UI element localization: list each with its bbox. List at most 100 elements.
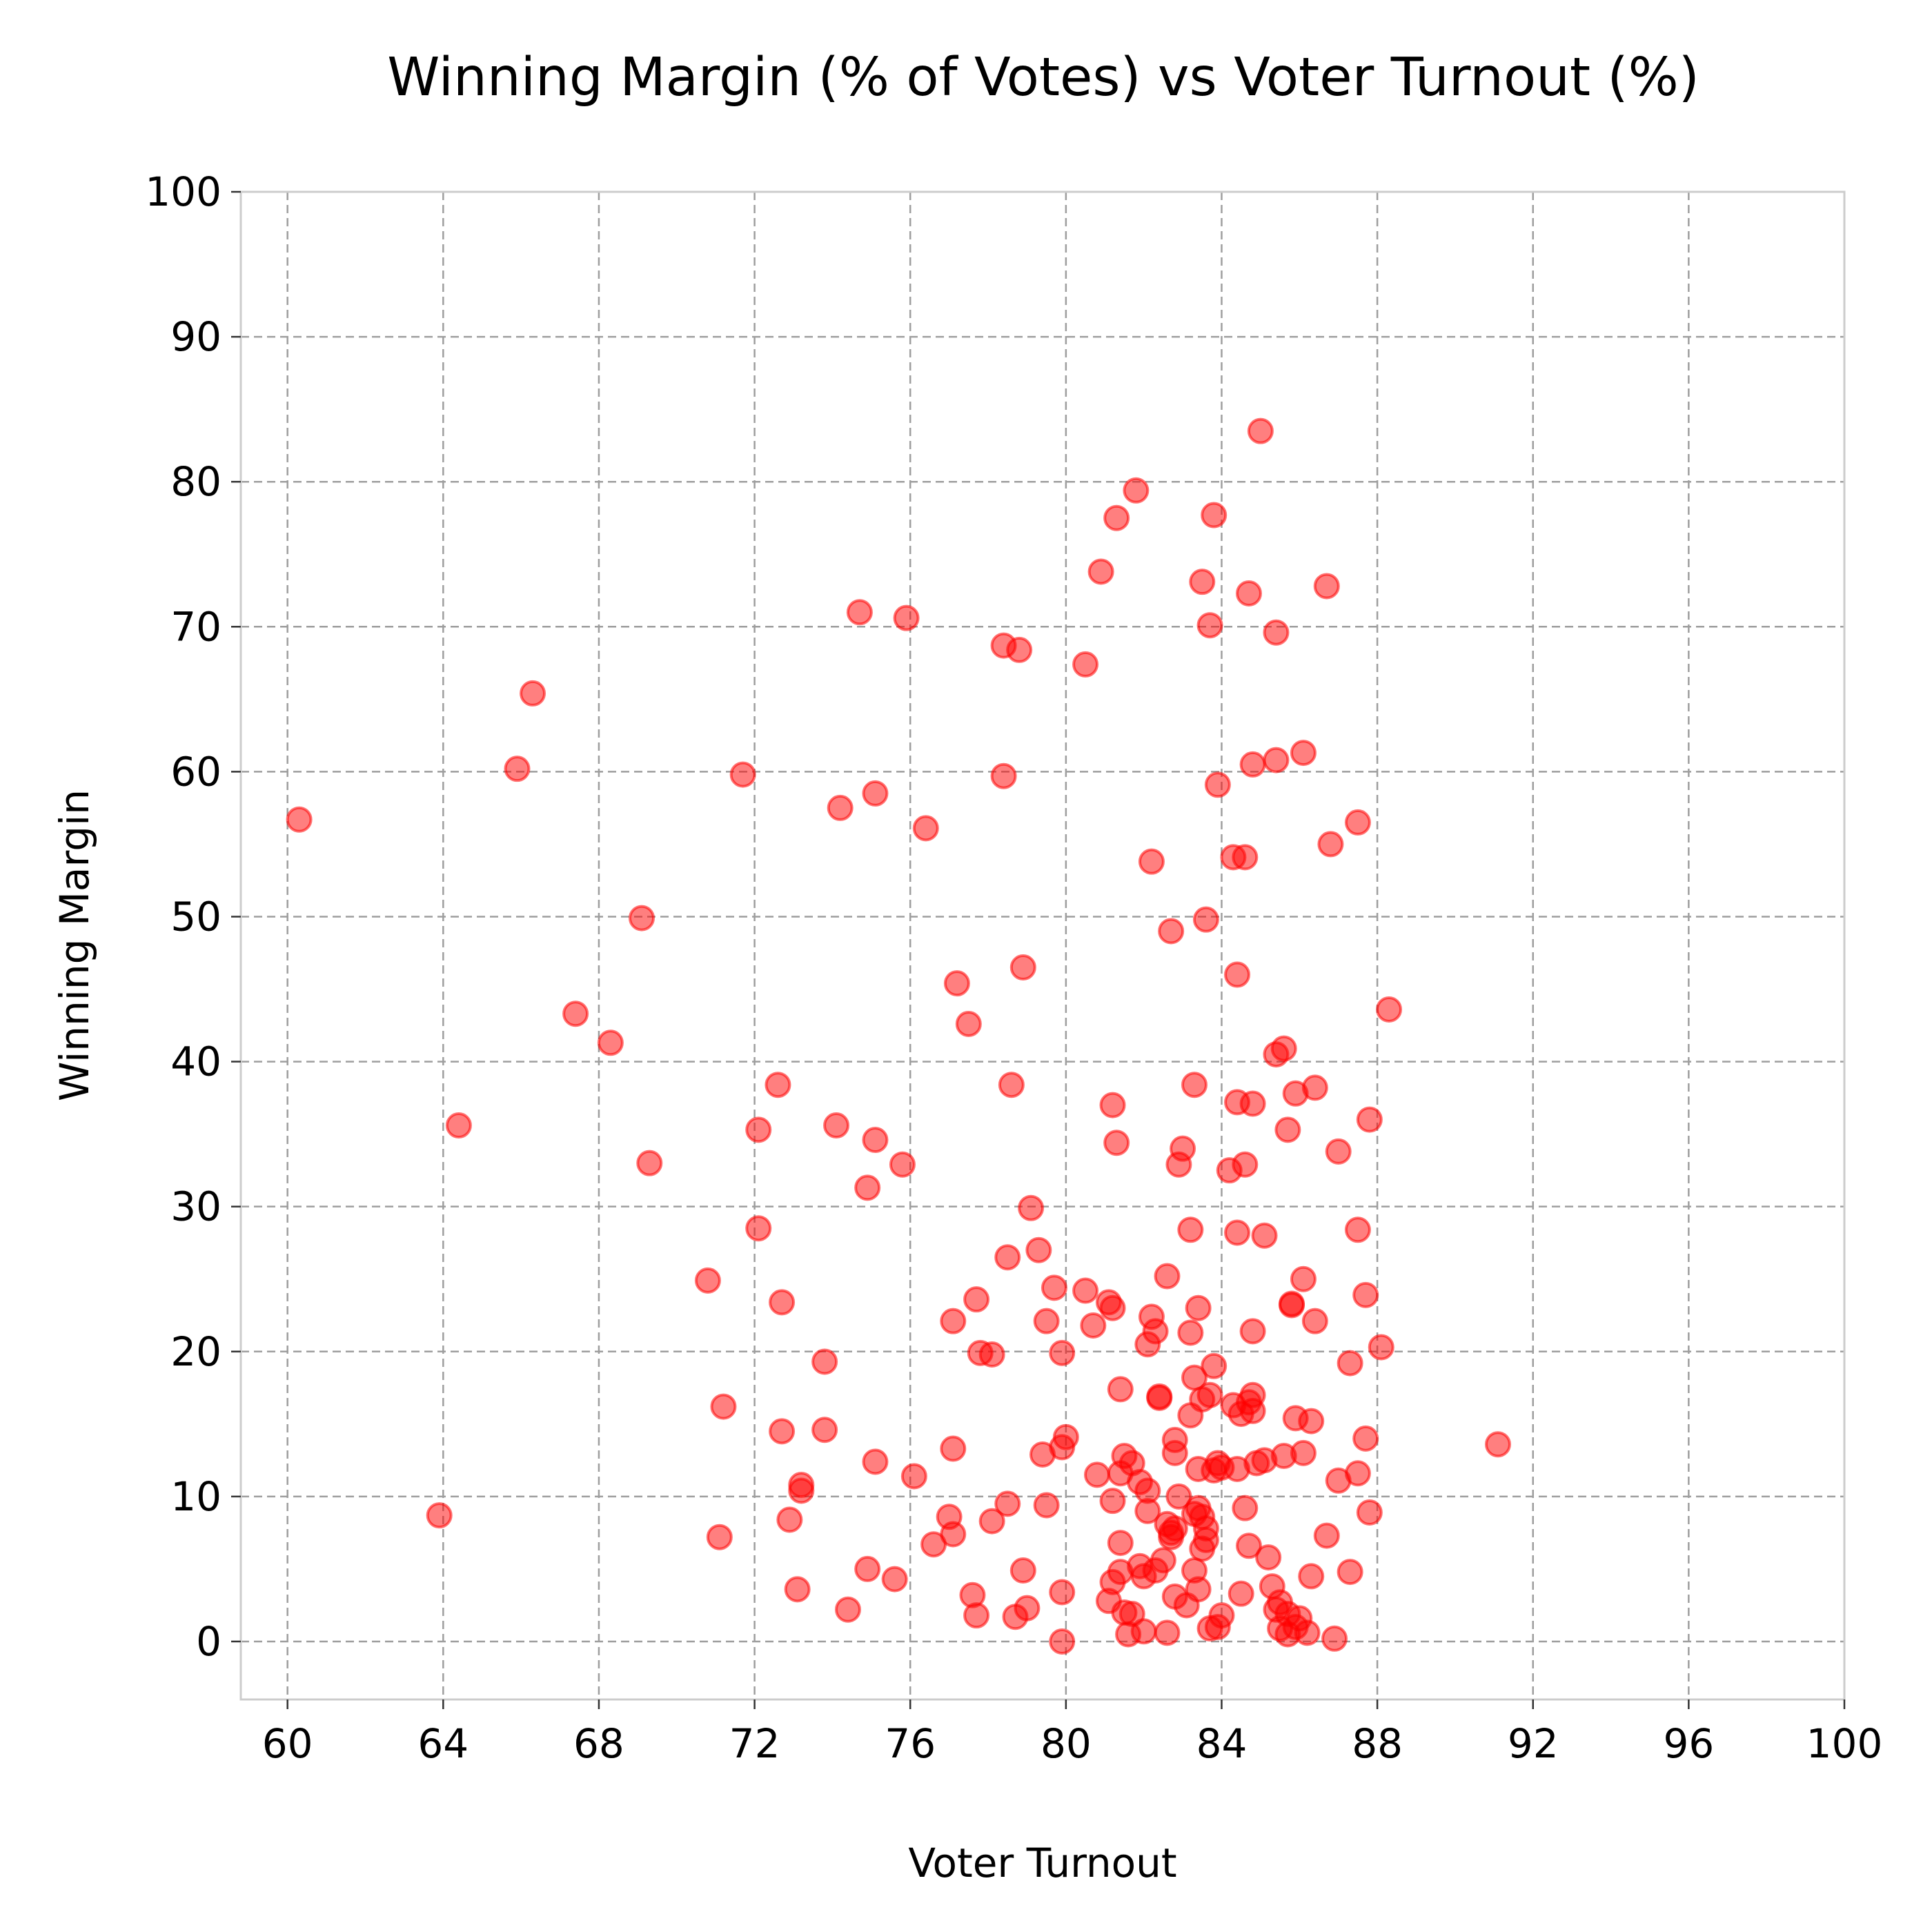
data-point [286,806,313,833]
data-point [1235,1532,1262,1559]
data-point [811,1417,838,1443]
data-point [1301,1074,1328,1101]
data-point [1130,1618,1157,1645]
grid-lines [241,190,1846,1699]
data-point [1080,1312,1107,1339]
data-point [1356,1499,1383,1526]
data-point [1189,569,1216,595]
y-tick-label: 50 [170,893,221,940]
x-tick-label: 76 [885,1720,936,1767]
data-point [426,1502,453,1529]
data-point [1154,1263,1181,1290]
data-point [1298,1408,1325,1435]
data-point [994,1490,1021,1517]
data-point [745,1116,772,1143]
data-point [1161,1515,1188,1542]
y-tick-label: 60 [170,748,221,795]
data-point [710,1393,737,1420]
data-point [1107,1376,1134,1403]
data-point [1107,1530,1134,1557]
data-point [504,756,531,782]
data-point [1177,1216,1204,1243]
data-point [706,1524,733,1550]
data-point [912,815,939,842]
data-point [1049,1339,1076,1366]
x-tick-label: 88 [1352,1720,1403,1767]
data-point [1185,1294,1212,1321]
data-point [1239,1318,1266,1345]
data-point [1263,747,1290,773]
data-point [1313,573,1340,600]
data-point [1208,1602,1235,1629]
data-point [784,1576,811,1603]
data-point [1201,502,1228,529]
data-point [1196,1381,1223,1408]
x-axis-label: Voter Turnout [908,1840,1176,1886]
data-point [776,1506,803,1533]
data-point [1201,1352,1228,1379]
y-tick-label: 30 [170,1183,221,1230]
data-point [1154,1619,1181,1646]
data-point [1049,1628,1076,1655]
data-point [1087,558,1114,585]
data-point [765,1072,791,1098]
data-point [1025,1236,1052,1263]
x-tick-label: 72 [729,1720,780,1767]
data-point [1009,954,1036,981]
data-point [1232,1495,1259,1521]
y-axis-label: Winning Margin [51,789,98,1101]
data-point [1033,1492,1060,1519]
data-point [788,1477,815,1504]
data-point [1290,740,1317,767]
data-point [636,1150,663,1176]
data-point [1290,1265,1317,1292]
data-point [562,1000,589,1027]
data-point [1279,1292,1305,1319]
data-point [846,599,873,626]
data-point [1235,580,1262,607]
data-point [1099,1294,1126,1321]
data-point [1337,1350,1363,1377]
data-point [1352,1281,1379,1308]
data-point [1052,1423,1079,1450]
data-point [1103,1130,1130,1156]
data-point [1294,1619,1321,1646]
data-point [1018,1194,1045,1221]
data-point [1368,1334,1394,1361]
data-point [1099,1092,1126,1118]
data-point [1123,477,1150,504]
data-point [520,680,546,707]
data-point [1181,1072,1208,1098]
data-point [893,604,920,631]
data-point [1274,1116,1301,1143]
data-point [694,1267,721,1294]
data-point [940,1435,967,1462]
data-point [940,1308,967,1334]
data-point [811,1348,838,1375]
data-point [1232,1151,1259,1178]
data-point [994,1244,1021,1271]
x-tick-label: 100 [1806,1720,1883,1767]
data-point [990,762,1017,789]
data-point [1239,1090,1266,1117]
data-point [823,1112,850,1139]
data-point [1099,1488,1126,1515]
data-point [1344,1460,1371,1487]
data-point [854,1174,881,1201]
data-point [1239,751,1266,778]
data-point [834,1596,861,1623]
y-tick-label: 70 [170,603,221,650]
data-point [854,1555,881,1582]
data-points [286,417,1511,1655]
y-tick-label: 100 [145,168,221,215]
data-point [889,1151,916,1178]
data-point [1313,1522,1340,1549]
data-point [1158,918,1185,945]
data-point [1138,848,1165,875]
plot-frame [239,190,1846,1701]
y-tick-label: 90 [170,313,221,360]
x-tick-label: 84 [1196,1720,1248,1767]
data-point [1344,809,1371,836]
data-point [900,1463,927,1490]
